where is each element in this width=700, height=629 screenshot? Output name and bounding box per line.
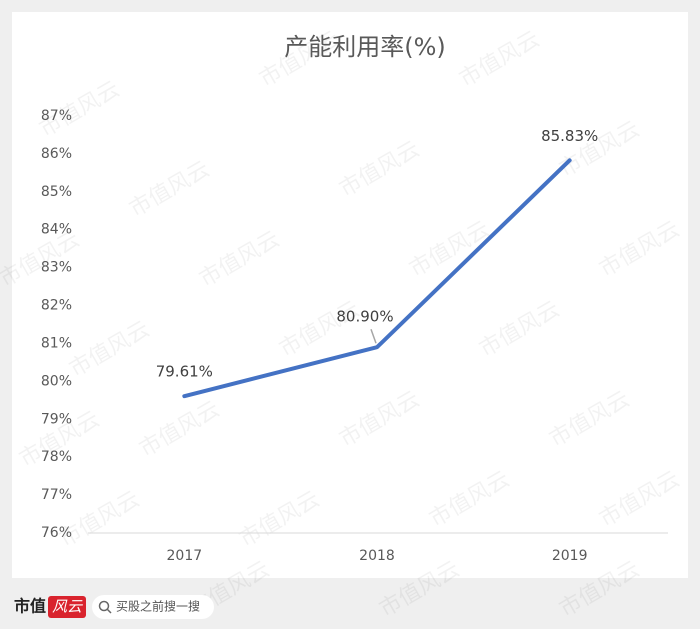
logo-box [48, 596, 86, 618]
search-icon [98, 600, 110, 612]
search-box[interactable] [92, 595, 214, 619]
logo-right: 风云 [52, 598, 83, 616]
chart-card [12, 12, 688, 578]
y-tick-label: 81% [41, 335, 72, 351]
data-label: 85.83% [541, 127, 598, 145]
x-tick-label: 2017 [167, 548, 203, 564]
y-tick-label: 84% [41, 222, 72, 238]
y-tick-label: 87% [41, 108, 72, 124]
data-label: 79.61% [156, 363, 213, 381]
y-tick-label: 83% [41, 260, 72, 276]
y-tick-label: 76% [41, 525, 72, 541]
y-tick-label: 78% [41, 449, 72, 465]
search-text[interactable]: 买股之前搜一搜 [116, 599, 200, 614]
search-icon-handle [106, 608, 112, 614]
y-tick-label: 85% [41, 184, 72, 200]
logo-left: 市值 [14, 597, 46, 616]
y-tick-label: 77% [41, 487, 72, 503]
label-leader [370, 328, 377, 344]
y-tick-label: 80% [41, 373, 72, 389]
chart-title: 产能利用率(%) [284, 33, 446, 61]
x-tick-label: 2018 [359, 548, 395, 564]
line [182, 158, 572, 399]
x-tick-label: 2019 [552, 548, 588, 564]
data-label: 80.90% [336, 308, 393, 326]
y-tick-label: 79% [41, 411, 72, 427]
footer: 市值 风云 买股之前搜一搜 [14, 595, 214, 619]
y-tick-label: 86% [41, 146, 72, 162]
y-tick-label: 82% [41, 298, 72, 314]
